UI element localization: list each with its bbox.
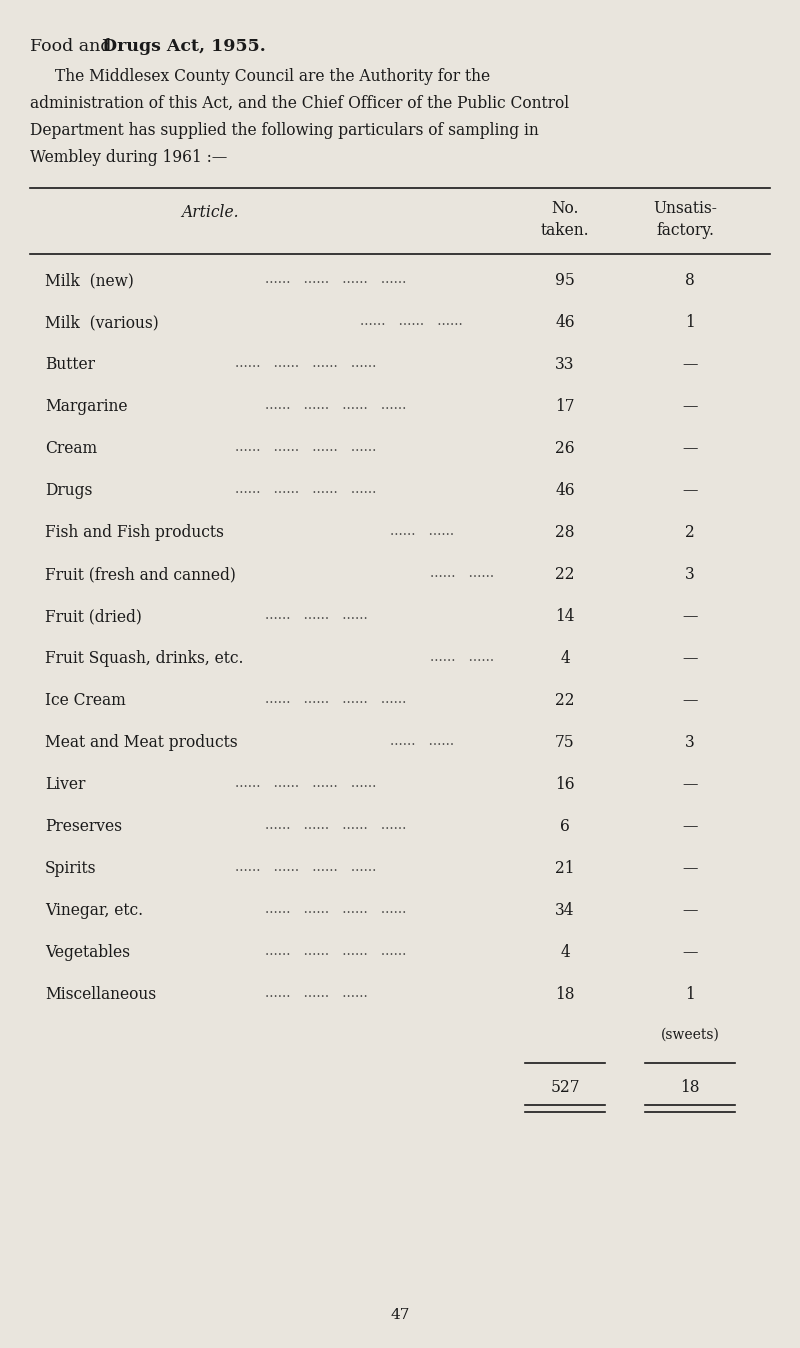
Text: Fruit (dried): Fruit (dried) bbox=[45, 608, 142, 625]
Text: ......   ......   ......   ......: ...... ...... ...... ...... bbox=[265, 272, 406, 286]
Text: ......   ......   ......: ...... ...... ...... bbox=[360, 314, 462, 328]
Text: Miscellaneous: Miscellaneous bbox=[45, 985, 156, 1003]
Text: —: — bbox=[682, 483, 698, 499]
Text: Fruit (fresh and canned): Fruit (fresh and canned) bbox=[45, 566, 236, 582]
Text: 1: 1 bbox=[685, 985, 695, 1003]
Text: Vinegar, etc.: Vinegar, etc. bbox=[45, 902, 143, 919]
Text: Department has supplied the following particulars of sampling in: Department has supplied the following pa… bbox=[30, 123, 538, 139]
Text: ......   ......: ...... ...... bbox=[390, 524, 454, 538]
Text: Milk  (various): Milk (various) bbox=[45, 314, 158, 332]
Text: 22: 22 bbox=[555, 692, 574, 709]
Text: ......   ......   ......   ......: ...... ...... ...... ...... bbox=[265, 818, 406, 832]
Text: Wembley during 1961 :—: Wembley during 1961 :— bbox=[30, 150, 227, 166]
Text: 2: 2 bbox=[685, 524, 695, 541]
Text: 16: 16 bbox=[555, 776, 575, 793]
Text: Liver: Liver bbox=[45, 776, 86, 793]
Text: Unsatis-: Unsatis- bbox=[653, 200, 717, 217]
Text: Article.: Article. bbox=[182, 204, 238, 221]
Text: 46: 46 bbox=[555, 483, 575, 499]
Text: taken.: taken. bbox=[541, 222, 590, 239]
Text: 33: 33 bbox=[555, 356, 574, 373]
Text: 47: 47 bbox=[390, 1308, 410, 1322]
Text: 26: 26 bbox=[555, 439, 575, 457]
Text: 28: 28 bbox=[555, 524, 574, 541]
Text: —: — bbox=[682, 860, 698, 878]
Text: Vegetables: Vegetables bbox=[45, 944, 130, 961]
Text: ......   ......   ......   ......: ...... ...... ...... ...... bbox=[265, 944, 406, 958]
Text: Spirits: Spirits bbox=[45, 860, 97, 878]
Text: —: — bbox=[682, 818, 698, 834]
Text: 3: 3 bbox=[685, 735, 695, 751]
Text: —: — bbox=[682, 692, 698, 709]
Text: —: — bbox=[682, 944, 698, 961]
Text: ......   ......: ...... ...... bbox=[430, 650, 494, 665]
Text: ......   ......   ......   ......: ...... ...... ...... ...... bbox=[235, 439, 376, 454]
Text: 4: 4 bbox=[560, 944, 570, 961]
Text: ......   ......   ......   ......: ...... ...... ...... ...... bbox=[265, 398, 406, 412]
Text: 8: 8 bbox=[685, 272, 695, 288]
Text: Preserves: Preserves bbox=[45, 818, 122, 834]
Text: ......   ......   ......   ......: ...... ...... ...... ...... bbox=[235, 860, 376, 874]
Text: Butter: Butter bbox=[45, 356, 95, 373]
Text: 3: 3 bbox=[685, 566, 695, 582]
Text: 21: 21 bbox=[555, 860, 574, 878]
Text: 18: 18 bbox=[680, 1078, 700, 1096]
Text: 95: 95 bbox=[555, 272, 575, 288]
Text: Meat and Meat products: Meat and Meat products bbox=[45, 735, 238, 751]
Text: Drugs: Drugs bbox=[45, 483, 92, 499]
Text: ......   ......: ...... ...... bbox=[390, 735, 454, 748]
Text: 46: 46 bbox=[555, 314, 575, 332]
Text: Fruit Squash, drinks, etc.: Fruit Squash, drinks, etc. bbox=[45, 650, 243, 667]
Text: ......   ......: ...... ...... bbox=[430, 566, 494, 580]
Text: 22: 22 bbox=[555, 566, 574, 582]
Text: —: — bbox=[682, 902, 698, 919]
Text: —: — bbox=[682, 608, 698, 625]
Text: 17: 17 bbox=[555, 398, 574, 415]
Text: factory.: factory. bbox=[656, 222, 714, 239]
Text: 4: 4 bbox=[560, 650, 570, 667]
Text: ......   ......   ......   ......: ...... ...... ...... ...... bbox=[235, 483, 376, 496]
Text: administration of this Act, and the Chief Officer of the Public Control: administration of this Act, and the Chie… bbox=[30, 94, 569, 112]
Text: (sweets): (sweets) bbox=[661, 1029, 719, 1042]
Text: —: — bbox=[682, 398, 698, 415]
Text: 18: 18 bbox=[555, 985, 574, 1003]
Text: Cream: Cream bbox=[45, 439, 97, 457]
Text: 34: 34 bbox=[555, 902, 574, 919]
Text: Ice Cream: Ice Cream bbox=[45, 692, 126, 709]
Text: ......   ......   ......   ......: ...... ...... ...... ...... bbox=[235, 356, 376, 369]
Text: Fish and Fish products: Fish and Fish products bbox=[45, 524, 224, 541]
Text: 1: 1 bbox=[685, 314, 695, 332]
Text: ......   ......   ......: ...... ...... ...... bbox=[265, 608, 368, 621]
Text: ......   ......   ......   ......: ...... ...... ...... ...... bbox=[265, 902, 406, 917]
Text: 527: 527 bbox=[550, 1078, 580, 1096]
Text: Milk  (new): Milk (new) bbox=[45, 272, 134, 288]
Text: Drugs Act, 1955.: Drugs Act, 1955. bbox=[102, 38, 266, 55]
Text: 14: 14 bbox=[555, 608, 574, 625]
Text: 75: 75 bbox=[555, 735, 575, 751]
Text: 6: 6 bbox=[560, 818, 570, 834]
Text: Margarine: Margarine bbox=[45, 398, 127, 415]
Text: No.: No. bbox=[551, 200, 578, 217]
Text: —: — bbox=[682, 650, 698, 667]
Text: —: — bbox=[682, 356, 698, 373]
Text: ......   ......   ......   ......: ...... ...... ...... ...... bbox=[265, 692, 406, 706]
Text: Food and: Food and bbox=[30, 38, 117, 55]
Text: ......   ......   ......   ......: ...... ...... ...... ...... bbox=[235, 776, 376, 790]
Text: ......   ......   ......: ...... ...... ...... bbox=[265, 985, 368, 1000]
Text: —: — bbox=[682, 776, 698, 793]
Text: The Middlesex County Council are the Authority for the: The Middlesex County Council are the Aut… bbox=[55, 67, 490, 85]
Text: —: — bbox=[682, 439, 698, 457]
